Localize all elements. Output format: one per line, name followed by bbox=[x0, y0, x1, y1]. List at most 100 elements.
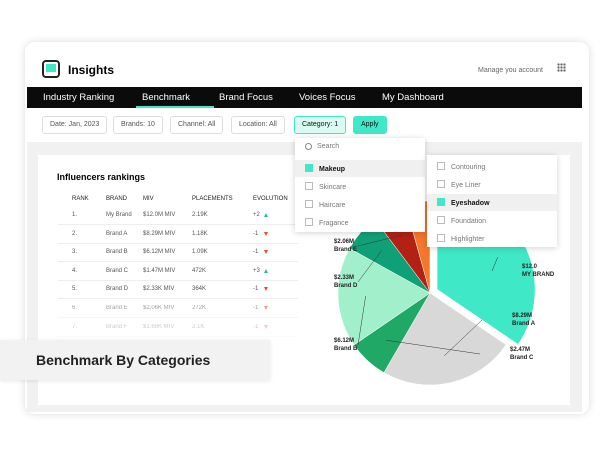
table-cell: Brand D bbox=[106, 286, 129, 293]
filter-chip[interactable]: Location: All bbox=[231, 116, 285, 134]
slice-value-label: $12.0 bbox=[522, 264, 538, 270]
table-cell: $12.0M MIV bbox=[143, 212, 176, 218]
table-cell: 2.1K bbox=[192, 323, 205, 330]
filter-chip[interactable]: Brands: 10 bbox=[113, 116, 163, 134]
grid-menu-icon[interactable] bbox=[557, 63, 566, 72]
checkbox[interactable] bbox=[437, 234, 445, 242]
table-cell: $2.06K MIV bbox=[143, 305, 175, 311]
subcategory-option[interactable]: Foundation bbox=[427, 212, 557, 229]
banner: Benchmark By Categories bbox=[0, 340, 270, 380]
table-cell: 2. bbox=[72, 230, 78, 237]
option-label: Eye Liner bbox=[451, 182, 481, 189]
column-header: MIV bbox=[143, 196, 154, 202]
category-option[interactable]: Fragance bbox=[295, 214, 427, 231]
nav-tab[interactable]: My Dashboard bbox=[382, 92, 444, 103]
table-cell: 1. bbox=[72, 212, 78, 218]
pie-slice bbox=[337, 248, 431, 346]
row-divider bbox=[58, 261, 298, 263]
category-menu: Search Makeup Skincare Haircare Fragance bbox=[295, 138, 427, 232]
trend-up-icon bbox=[264, 213, 268, 217]
slice-value-label: $2.47M bbox=[510, 347, 530, 353]
app-title: Insights bbox=[68, 63, 115, 77]
row-divider bbox=[58, 335, 298, 337]
table-cell: 2.19K bbox=[192, 212, 208, 218]
column-header: RANK bbox=[72, 196, 89, 202]
column-header: EVOLUTION bbox=[253, 196, 288, 202]
option-label: Fragance bbox=[319, 220, 349, 227]
table-cell: 7. bbox=[72, 323, 78, 330]
trend-down-icon bbox=[264, 250, 268, 255]
nav-tab[interactable]: Voices Focus bbox=[299, 92, 356, 103]
leader-line bbox=[386, 339, 481, 355]
table-cell: $8.29M MIV bbox=[143, 230, 176, 237]
table-cell: My Brand bbox=[106, 212, 132, 218]
leader-line bbox=[491, 257, 498, 272]
option-label: Haircare bbox=[319, 202, 346, 209]
checkbox[interactable] bbox=[305, 182, 313, 190]
option-label: Eyeshadow bbox=[451, 200, 490, 207]
logo bbox=[42, 60, 60, 78]
subcategory-menu: Contouring Eye Liner Eyeshadow Foundation Hi… bbox=[427, 155, 557, 247]
checkbox[interactable] bbox=[305, 200, 313, 208]
nav-tab[interactable]: Industry Ranking bbox=[43, 92, 115, 103]
nav-bar: Industry Ranking Benchmark Brand Focus Voic… bbox=[27, 87, 582, 108]
slice-value-label: $2.06M bbox=[334, 239, 354, 245]
checkbox[interactable] bbox=[305, 164, 313, 172]
checkbox[interactable] bbox=[437, 198, 445, 206]
column-header: PLACEMENTS bbox=[192, 196, 233, 202]
table-cell: $1.47M MIV bbox=[143, 267, 176, 274]
table-cell: 472K bbox=[192, 267, 207, 274]
apply-button[interactable]: Apply bbox=[353, 116, 387, 134]
row-divider bbox=[58, 279, 298, 281]
table-cell: 272K bbox=[192, 305, 207, 311]
category-option[interactable]: Makeup bbox=[295, 160, 427, 177]
slice-name-label: Brand D bbox=[334, 283, 358, 289]
subcategory-option[interactable]: Contouring bbox=[427, 158, 557, 175]
trend-down-icon bbox=[264, 306, 268, 310]
checkbox[interactable] bbox=[437, 162, 445, 170]
slice-value-label: $6.12M bbox=[334, 338, 354, 344]
category-option[interactable]: Haircare bbox=[295, 196, 427, 213]
account-link[interactable]: Manage you account bbox=[478, 67, 543, 74]
subcategory-option[interactable]: Eye Liner bbox=[427, 176, 557, 193]
table-cell: 5. bbox=[72, 286, 78, 293]
category-option[interactable]: Skincare bbox=[295, 178, 427, 195]
row-divider bbox=[58, 298, 298, 300]
slice-name-label: Brand A bbox=[512, 321, 536, 327]
table-cell: +3 bbox=[253, 267, 260, 274]
pie-slice bbox=[383, 292, 507, 386]
column-header: BRAND bbox=[106, 196, 128, 202]
slice-value-label: $2.33M bbox=[334, 275, 354, 281]
search-field[interactable]: Search bbox=[317, 143, 340, 150]
table-cell: 3. bbox=[72, 249, 78, 256]
leader-line bbox=[357, 295, 366, 346]
filter-chip[interactable]: Date: Jan, 2023 bbox=[42, 116, 108, 134]
slice-name-label: MY BRAND bbox=[522, 272, 555, 278]
table-cell: 1.09K bbox=[192, 249, 208, 256]
nav-tab[interactable]: Benchmark bbox=[142, 92, 191, 103]
table-cell: Brand B bbox=[106, 249, 128, 256]
slice-name-label: Brand B bbox=[334, 346, 358, 352]
table-cell: +2 bbox=[253, 212, 260, 218]
slice-name-label: Brand E bbox=[334, 247, 357, 253]
filter-chip[interactable]: Channel: All bbox=[170, 116, 224, 134]
subcategory-option[interactable]: Highlighter bbox=[427, 230, 557, 247]
active-tab-underline bbox=[136, 106, 214, 108]
row-divider bbox=[58, 224, 298, 225]
nav-tab[interactable]: Brand Focus bbox=[219, 92, 273, 103]
option-label: Highlighter bbox=[451, 236, 485, 243]
filter-chip[interactable]: Category: 1 bbox=[294, 116, 347, 134]
table-cell: Brand F bbox=[106, 323, 128, 330]
table-cell: 6. bbox=[72, 305, 78, 311]
checkbox[interactable] bbox=[437, 180, 445, 188]
table-cell: -1 bbox=[253, 249, 259, 256]
checkbox[interactable] bbox=[305, 218, 313, 226]
option-label: Contouring bbox=[451, 164, 486, 171]
leader-line bbox=[357, 250, 382, 283]
table-cell: -1 bbox=[253, 286, 259, 293]
checkbox[interactable] bbox=[437, 216, 445, 224]
trend-down-icon bbox=[264, 324, 268, 329]
subcategory-option[interactable]: Eyeshadow bbox=[427, 194, 557, 211]
